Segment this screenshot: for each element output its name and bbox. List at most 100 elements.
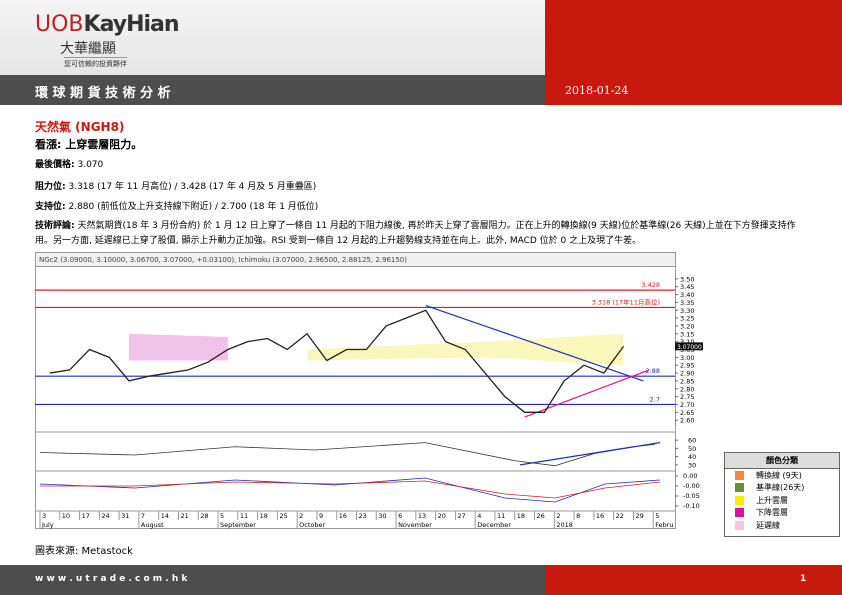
rsi-tick-label: 50 bbox=[688, 445, 696, 453]
rsi-tick-label: 60 bbox=[688, 437, 696, 445]
page-number: 1 bbox=[800, 574, 807, 584]
footer-left bbox=[0, 565, 545, 595]
x-tick-label: 17 bbox=[82, 512, 90, 520]
last-price: 最後價格: 3.070 bbox=[35, 157, 103, 170]
month-label: August bbox=[141, 521, 164, 529]
legend-item: 下降雲層 bbox=[725, 507, 839, 520]
y-tick-label: 3.20 bbox=[680, 322, 694, 330]
legend: 顏色分類 轉換線 (9天) 基準線(26天) 上升雲層 下降雲層延遲線 bbox=[724, 452, 840, 537]
x-tick-label: 16 bbox=[339, 512, 347, 520]
x-tick-label: 24 bbox=[101, 512, 109, 520]
logo-uob: UOB bbox=[35, 12, 84, 37]
x-tick-label: 10 bbox=[62, 512, 70, 520]
legend-item: 上升雲層 bbox=[725, 494, 839, 507]
month-label: December bbox=[477, 521, 511, 529]
chart-header: NGc2 (3.09000, 3.10000, 3.06700, 3.07000… bbox=[39, 256, 407, 264]
footer-url: w w w . u t r a d e . c o m . h k bbox=[35, 574, 188, 584]
legend-title: 顏色分類 bbox=[725, 453, 839, 469]
support: 支持位: 2.880 (前低位及上升支持線下附近) / 2.700 (18 年 … bbox=[35, 199, 318, 212]
y-tick-label: 3.15 bbox=[680, 330, 694, 338]
logo: UOBKayHian bbox=[35, 12, 180, 37]
x-tick-label: 8 bbox=[576, 512, 580, 520]
level-label: 3.428 bbox=[641, 281, 660, 289]
report-title: 環 球 期 貨 技 術 分 析 bbox=[35, 86, 171, 101]
rsi-trend bbox=[519, 442, 661, 466]
y-tick-label: 2.60 bbox=[680, 417, 694, 425]
macd-tick-label: -0.10 bbox=[683, 502, 700, 510]
x-tick-label: 18 bbox=[517, 512, 525, 520]
view: 看漲: 上穿雲層阻力。 bbox=[35, 138, 143, 151]
x-tick-label: 20 bbox=[438, 512, 446, 520]
commodity: 天然氣 (NGH8) bbox=[35, 120, 125, 134]
legend-swatch bbox=[735, 520, 744, 530]
x-tick-label: 11 bbox=[240, 512, 248, 520]
x-tick-label: 13 bbox=[418, 512, 426, 520]
x-tick-label: 28 bbox=[200, 512, 208, 520]
macd-signal bbox=[40, 480, 661, 499]
x-tick-label: 3 bbox=[42, 512, 46, 520]
x-tick-label: 5 bbox=[220, 512, 224, 520]
y-tick-label: 2.70 bbox=[680, 401, 694, 409]
legend-swatch bbox=[735, 470, 744, 480]
header-right bbox=[545, 0, 842, 105]
legend-swatch bbox=[735, 495, 744, 505]
month-label: November bbox=[398, 521, 432, 529]
price-line bbox=[49, 309, 625, 413]
value: 3.318 (17 年 11 月高位) / 3.428 (17 年 4 月及 5… bbox=[68, 182, 317, 192]
legend-label: 基準線(26天) bbox=[756, 483, 805, 493]
y-tick-label: 2.95 bbox=[680, 362, 694, 370]
legend-label: 轉換線 (9天) bbox=[756, 470, 802, 480]
chart-frame bbox=[35, 252, 676, 529]
legend-label: 延遲線 bbox=[756, 520, 780, 530]
month-label: 2018 bbox=[556, 521, 573, 529]
macd-sketch bbox=[39, 477, 661, 503]
x-tick-label: 5 bbox=[655, 512, 659, 520]
tagline: 您可信賴的投資夥伴 bbox=[64, 57, 127, 69]
x-tick-label: 25 bbox=[279, 512, 287, 520]
footer-right bbox=[545, 565, 842, 595]
x-tick-label: 9 bbox=[319, 512, 323, 520]
level-label: 3.318 (17年11月高位) bbox=[592, 297, 660, 306]
x-tick-label: 2 bbox=[556, 512, 560, 520]
header-left bbox=[0, 0, 545, 75]
label: 最後價格: bbox=[35, 160, 75, 170]
y-tick-label: 3.40 bbox=[680, 291, 694, 299]
x-tick-label: 2 bbox=[299, 512, 303, 520]
rsi-tick-label: 40 bbox=[688, 453, 696, 461]
rsi-tick-label: 30 bbox=[688, 461, 696, 469]
trend-up bbox=[524, 369, 650, 418]
resistance: 阻力位: 3.318 (17 年 11 月高位) / 3.428 (17 年 4… bbox=[35, 179, 316, 192]
y-tick-label: 3.30 bbox=[680, 307, 694, 315]
level-label: 2.88 bbox=[646, 367, 660, 375]
comment: 技術評論: 天然氣期貨(18 年 3 月份合約) 於 1 月 12 日上穿了一條… bbox=[35, 219, 810, 249]
label: 阻力位: bbox=[35, 182, 66, 192]
x-tick-label: 29 bbox=[635, 512, 643, 520]
month-label: July bbox=[41, 521, 54, 529]
logo-chinese: 大華繼顯 bbox=[60, 41, 116, 57]
price-tag: 3.07000 bbox=[677, 344, 702, 351]
x-tick-label: 31 bbox=[121, 512, 129, 520]
x-tick-label: 23 bbox=[359, 512, 367, 520]
legend-label: 下降雲層 bbox=[756, 508, 788, 518]
y-tick-label: 3.00 bbox=[680, 354, 694, 362]
price-tag-bg bbox=[675, 342, 703, 351]
y-tick-label: 2.75 bbox=[680, 393, 694, 401]
value: 2.880 (前低位及上升支持線下附近) / 2.700 (18 年 1 月低位… bbox=[68, 202, 319, 212]
legend-item: 轉換線 (9天) bbox=[725, 469, 839, 482]
logo-kayhian: KayHian bbox=[83, 12, 180, 37]
month-label: October bbox=[299, 521, 325, 529]
value: 天然氣期貨(18 年 3 月份合約) 於 1 月 12 日上穿了一條自 11 月… bbox=[35, 221, 796, 246]
y-tick-label: 3.35 bbox=[680, 299, 694, 307]
x-tick-label: 16 bbox=[596, 512, 604, 520]
y-tick-label: 3.10 bbox=[680, 338, 694, 346]
legend-items: 轉換線 (9天) 基準線(26天) 上升雲層 下降雲層延遲線 bbox=[725, 469, 839, 532]
source: 圖表來源: Metastock bbox=[35, 546, 133, 557]
label: 技術評論: bbox=[35, 221, 75, 231]
cloud-down bbox=[129, 333, 228, 361]
y-tick-label: 2.85 bbox=[680, 377, 694, 385]
value: 3.070 bbox=[77, 160, 104, 170]
x-tick-label: 4 bbox=[477, 512, 481, 520]
macd-tick-label: -0.00 bbox=[683, 482, 700, 490]
x-tick-label: 22 bbox=[616, 512, 624, 520]
